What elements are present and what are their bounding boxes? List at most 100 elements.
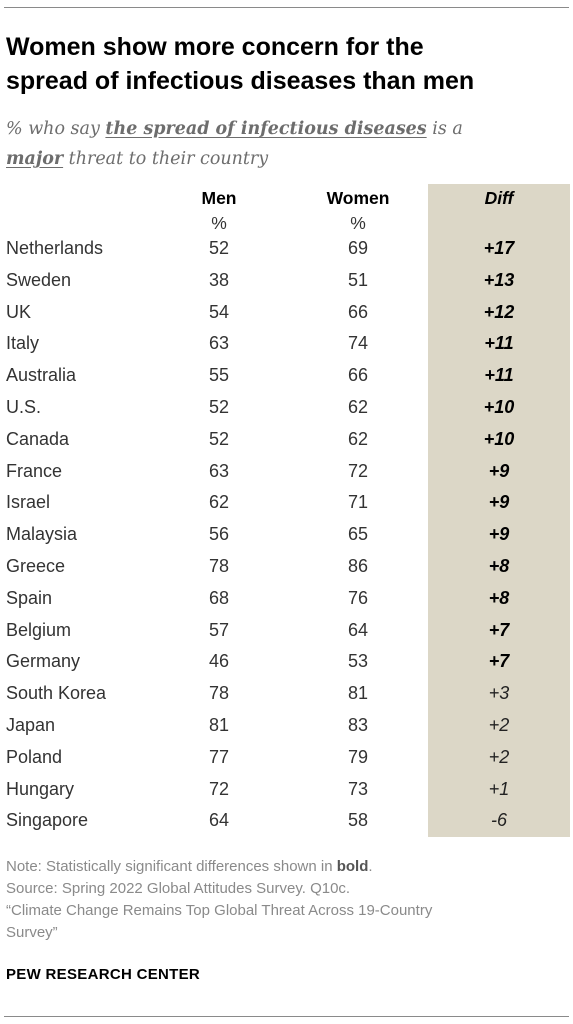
country-name: Singapore (6, 810, 89, 831)
title-line-2: spread of infectious diseases than men (6, 67, 475, 95)
women-value: 73 (347, 778, 369, 799)
men-value: 77 (208, 746, 230, 767)
table-row: Italy 63 74 +11 (0, 327, 573, 359)
diff-value: +2 (488, 746, 510, 767)
diff-value: +8 (488, 556, 510, 576)
men-value: 81 (208, 715, 230, 735)
men-value: 63 (208, 333, 230, 354)
country-name: Australia (6, 365, 77, 386)
bottom-rule (4, 1016, 569, 1017)
country-name: Poland (6, 746, 63, 767)
men-value: 63 (208, 460, 230, 481)
diff-value: +7 (488, 619, 510, 640)
country-name: Belgium (6, 619, 72, 640)
diff-value: +9 (488, 524, 510, 545)
men-value: 54 (208, 301, 230, 322)
diff-value: +8 (488, 587, 510, 608)
subtitle-line-1: % who say the spread of infectious disea… (6, 114, 566, 144)
chart-notes: Note: Statistically significant differen… (6, 856, 566, 944)
table-row: Belgium 57 64 +7 (0, 614, 573, 646)
country-name: South Korea (6, 683, 107, 704)
men-value: 52 (208, 428, 230, 449)
report-title-line-2: Survey” (6, 924, 58, 941)
country-name: Netherlands (6, 238, 104, 258)
diff-value: +1 (488, 778, 510, 799)
diff-value: +9 (488, 492, 510, 513)
brand-logo-text: PEW RESEARCH CENTER (6, 966, 201, 983)
women-value: 65 (347, 524, 369, 545)
men-value: 72 (208, 778, 230, 799)
diff-value: +9 (488, 460, 510, 481)
table-row: South Korea 78 81 +3 (0, 677, 573, 709)
table-row: Singapore 64 58 -6 (0, 804, 573, 836)
men-value: 55 (208, 365, 230, 386)
table-row: UK 54 66 +12 (0, 296, 573, 328)
table-row: Spain 68 76 +8 (0, 582, 573, 614)
women-value: 53 (347, 651, 369, 672)
diff-value: +17 (483, 238, 515, 258)
subtitle-text: % who say (6, 119, 106, 139)
diff-value: +7 (488, 651, 510, 672)
men-value: 52 (208, 238, 230, 258)
table-row: Germany 46 53 +7 (0, 645, 573, 677)
table-row: France 63 72 +9 (0, 455, 573, 487)
country-name: Japan (6, 715, 56, 735)
men-value: 38 (208, 269, 230, 290)
chart-subtitle: % who say the spread of infectious disea… (6, 114, 566, 174)
table-row: Hungary 72 73 +1 (0, 773, 573, 805)
country-name: Canada (6, 428, 70, 449)
country-name: Germany (6, 651, 81, 672)
country-name: Italy (6, 333, 40, 354)
country-name: Israel (6, 492, 51, 513)
women-value: 86 (347, 556, 369, 576)
table-row: Greece 78 86 +8 (0, 550, 573, 582)
unit-label-men: % (211, 213, 227, 233)
women-value: 76 (347, 587, 369, 608)
country-name: Greece (6, 556, 66, 576)
women-value: 72 (347, 460, 369, 481)
note-text: Note: Statistically significant differen… (6, 858, 337, 875)
men-value: 64 (208, 810, 230, 831)
subtitle-line-2: major threat to their country (6, 144, 566, 174)
women-value: 66 (347, 365, 369, 386)
subtitle-text: is a (426, 119, 463, 139)
country-name: Hungary (6, 778, 75, 799)
subtitle-emphasis-topic: the spread of infectious diseases (105, 119, 427, 139)
women-value: 69 (347, 238, 369, 258)
subtitle-text: threat to their country (63, 149, 269, 169)
unit-label-women: % (350, 213, 366, 233)
country-name: Spain (6, 587, 53, 608)
women-value: 79 (347, 746, 369, 767)
diff-value: +10 (483, 428, 515, 449)
women-value: 83 (347, 715, 369, 735)
diff-value: +11 (484, 333, 514, 354)
column-header-women: Women (326, 188, 390, 208)
note-text-end: . (368, 858, 373, 875)
men-value: 57 (208, 619, 230, 640)
table-row: Netherlands 52 69 +17 (0, 232, 573, 264)
note-line: Note: Statistically significant differen… (6, 856, 566, 878)
top-rule (4, 7, 569, 8)
country-name: UK (6, 301, 32, 322)
men-value: 52 (208, 397, 230, 417)
table-row: Japan 81 83 +2 (0, 709, 573, 741)
chart-title: Women show more concern for the spread o… (6, 30, 566, 98)
diff-value: +3 (488, 683, 510, 704)
diff-value: +10 (483, 397, 515, 417)
note-bold-word: bold (336, 858, 369, 875)
table-row: Malaysia 56 65 +9 (0, 518, 573, 550)
women-value: 64 (347, 619, 369, 640)
men-value: 78 (208, 683, 230, 704)
women-value: 66 (347, 301, 369, 322)
women-value: 62 (347, 428, 369, 449)
women-value: 51 (347, 269, 369, 290)
subtitle-emphasis-major: major (6, 149, 64, 169)
diff-value: +12 (483, 301, 515, 322)
country-name: Sweden (6, 269, 72, 290)
title-line-1: Women show more concern for the (6, 33, 424, 61)
report-title-line-1: “Climate Change Remains Top Global Threa… (6, 902, 433, 919)
table-row: Poland 77 79 +2 (0, 741, 573, 773)
diff-value: +11 (484, 365, 514, 386)
men-value: 68 (208, 587, 230, 608)
column-header-men: Men (201, 188, 237, 208)
